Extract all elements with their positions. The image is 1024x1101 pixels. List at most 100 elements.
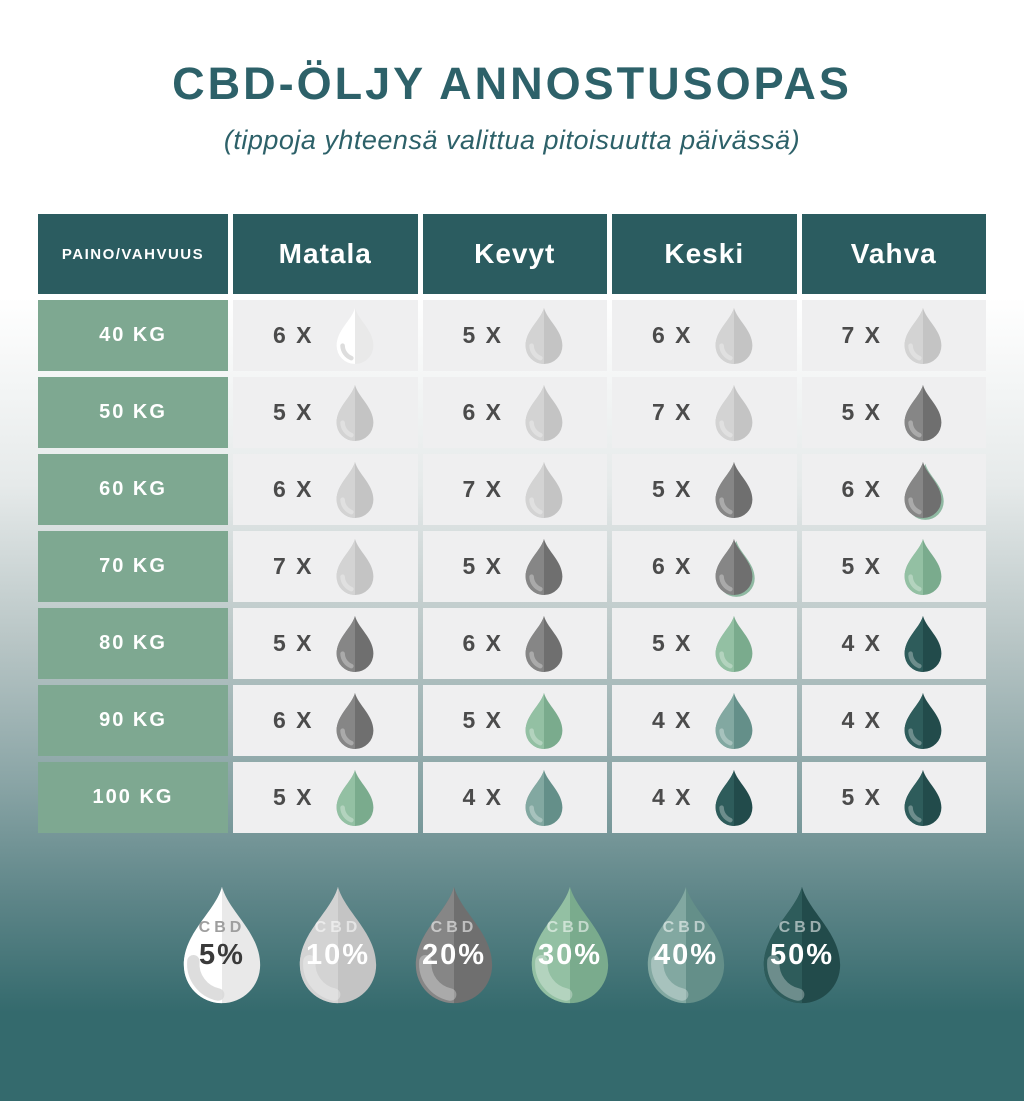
dose-cell: 6 X — [612, 300, 797, 371]
dose-cell: 5 X — [612, 608, 797, 679]
dose-cell: 4 X — [612, 762, 797, 833]
legend-pct-label: 5% — [199, 939, 245, 971]
dosage-table: PAINO/VAHVUUS Matala Kevyt Keski Vahva 4… — [38, 214, 986, 833]
cbd-drop-icon — [904, 307, 942, 364]
dose-count: 5 X — [841, 399, 883, 425]
dose-cell: 4 X — [422, 762, 607, 833]
weight-label: 80 KG — [38, 608, 228, 679]
cbd-strength-legend: CBD 5% CBD 10% CBD 20% CBD 30% CBD 40% CBD 50% — [0, 883, 1024, 1007]
cbd-drop-icon — [715, 461, 752, 518]
dose-cell: 5 X — [422, 300, 607, 371]
dose-count: 6 X — [462, 630, 504, 656]
cbd-drop-icon — [904, 615, 942, 672]
weight-label: 100 KG — [38, 762, 228, 833]
dose-count: 6 X — [272, 322, 314, 348]
cbd-drop-icon — [336, 769, 373, 826]
cbd-drop-icon — [715, 384, 752, 441]
cbd-drop-icon — [336, 692, 373, 749]
dose-count: 4 X — [651, 707, 693, 733]
dose-count: 4 X — [841, 630, 883, 656]
cbd-drop-icon — [525, 615, 563, 672]
legend-pct-label: 50% — [769, 939, 835, 971]
cbd-drop-icon — [904, 769, 942, 826]
cbd-drop-icon — [525, 461, 563, 518]
dose-cell: 4 X — [612, 685, 797, 756]
dose-cell: 5 X — [801, 762, 986, 833]
cbd-drop-icon — [336, 461, 373, 518]
legend-pct-label: 40% — [653, 939, 719, 971]
legend-pct-label: 30% — [537, 939, 603, 971]
cbd-drop-icon — [336, 615, 373, 672]
cbd-drop-icon — [763, 886, 841, 1004]
legend-cbd-label: CBD — [430, 919, 478, 936]
column-header-kevyt: Kevyt — [422, 214, 607, 294]
dose-count: 6 X — [651, 553, 693, 579]
legend-item: CBD 10% — [288, 883, 388, 1007]
cbd-drop-icon — [715, 307, 752, 364]
weight-label: 60 KG — [38, 454, 228, 525]
legend-cbd-label: CBD — [778, 919, 826, 936]
cbd-drop-icon — [336, 307, 373, 364]
weight-label: 90 KG — [38, 685, 228, 756]
cbd-drop-icon — [715, 692, 752, 749]
dose-count: 7 X — [462, 476, 504, 502]
dose-count: 5 X — [272, 630, 314, 656]
legend-item: CBD 40% — [636, 883, 736, 1007]
dose-cell: 5 X — [233, 377, 418, 448]
dose-count: 4 X — [841, 707, 883, 733]
dose-count: 5 X — [651, 630, 693, 656]
dose-count: 6 X — [272, 476, 314, 502]
legend-item: CBD 30% — [520, 883, 620, 1007]
dose-cell: 5 X — [233, 608, 418, 679]
dose-count: 5 X — [841, 553, 883, 579]
legend-cbd-label: CBD — [546, 919, 594, 936]
cbd-drop-icon — [904, 538, 942, 595]
cbd-drop-icon — [904, 692, 942, 749]
dose-count: 5 X — [462, 707, 504, 733]
dose-count: 5 X — [462, 553, 504, 579]
dose-cell: 6 X — [801, 454, 986, 525]
legend-item: CBD 20% — [404, 883, 504, 1007]
dose-count: 6 X — [462, 399, 504, 425]
cbd-drop-icon — [715, 769, 752, 826]
column-header-keski: Keski — [612, 214, 797, 294]
weight-label: 40 KG — [38, 300, 228, 371]
dose-cell: 5 X — [233, 762, 418, 833]
cbd-drop-icon — [299, 886, 377, 1004]
cbd-drop-icon — [415, 886, 493, 1004]
page-subtitle: (tippoja yhteensä valittua pitoisuutta p… — [223, 125, 801, 155]
dose-cell: 4 X — [801, 608, 986, 679]
legend-item: CBD 5% — [172, 883, 272, 1007]
dose-cell: 6 X — [422, 377, 607, 448]
cbd-drop-icon — [525, 692, 563, 749]
dose-count: 6 X — [841, 476, 883, 502]
dose-count: 6 X — [651, 322, 693, 348]
dose-count: 5 X — [651, 476, 693, 502]
dose-count: 6 X — [272, 707, 314, 733]
legend-pct-label: 20% — [421, 939, 487, 971]
dose-count: 5 X — [272, 784, 314, 810]
weight-label: 50 KG — [38, 377, 228, 448]
page-title: CBD-ÖLJY ANNOSTUSOPAS — [172, 58, 852, 109]
dose-cell: 5 X — [422, 531, 607, 602]
dose-cell: 6 X — [233, 454, 418, 525]
dose-cell: 6 X — [233, 300, 418, 371]
cbd-drop-icon — [336, 384, 373, 441]
column-header-vahva: Vahva — [801, 214, 986, 294]
dose-count: 7 X — [651, 399, 693, 425]
dose-cell: 5 X — [801, 377, 986, 448]
dose-cell: 6 X — [422, 608, 607, 679]
weight-label: 70 KG — [38, 531, 228, 602]
cbd-drop-icon — [531, 886, 609, 1004]
cbd-drop-icon — [525, 538, 563, 595]
cbd-drop-icon — [525, 769, 563, 826]
dose-cell: 7 X — [233, 531, 418, 602]
cbd-drop-icon — [525, 307, 563, 364]
dose-cell: 6 X — [233, 685, 418, 756]
cbd-drop-icon — [715, 538, 755, 597]
corner-header: PAINO/VAHVUUS — [38, 214, 228, 294]
cbd-drop-icon — [715, 615, 752, 672]
dose-cell: 7 X — [801, 300, 986, 371]
legend-item: CBD 50% — [752, 883, 852, 1007]
dose-cell: 6 X — [612, 531, 797, 602]
